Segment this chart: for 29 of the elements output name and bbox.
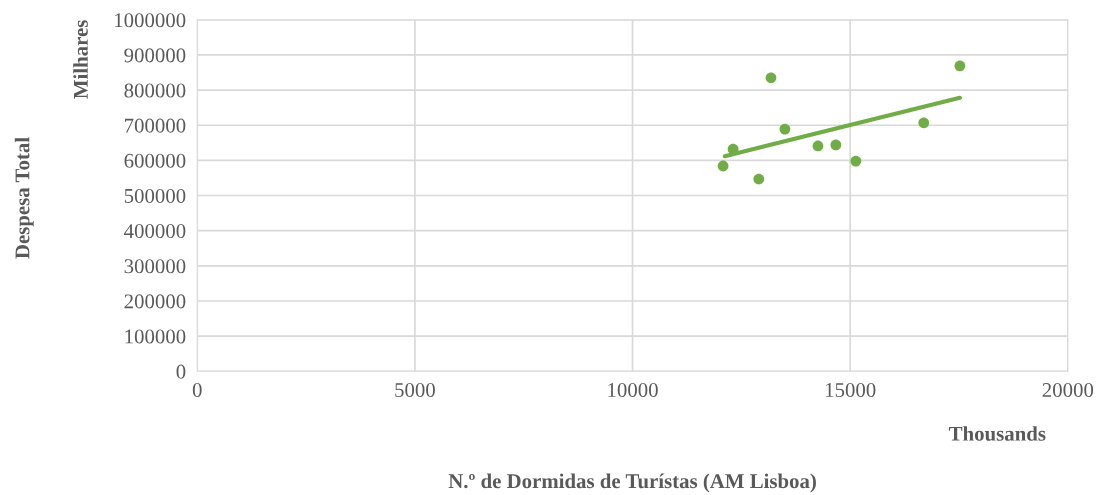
y-tick-label: 700000 [125,118,186,133]
x-tick-label: 10000 [608,382,658,398]
x-axis-title: N.º de Dormidas de Turístas (AM Lisboa) [448,473,816,493]
text: Thousands [948,426,1046,441]
y-tick-label: 800000 [124,83,186,98]
x-tick-label: 20000 [1042,382,1094,398]
point [812,140,824,152]
y-axis-title: Despesa Total [14,137,34,259]
y-tick-label: 400000 [124,224,186,239]
y-tick-label: 600000 [124,153,186,168]
point [717,160,729,172]
point [830,139,842,151]
point [753,173,765,185]
y-tick-label: 100000 [125,329,186,344]
point [918,117,930,129]
text: Milhares [73,20,88,99]
y-tick-label: 200000 [124,294,186,309]
point [850,155,862,167]
y-tick-label: 300000 [124,259,186,274]
x-tick-label: 0 [192,382,202,398]
y-tick-label: 1000000 [115,13,186,28]
point [954,60,966,72]
point [779,123,791,135]
x-tick-label: 15000 [825,382,876,398]
y-tick-label: 500000 [124,188,186,203]
x-tick-label: 5000 [395,382,435,398]
y-tick-label: 900000 [124,48,186,63]
point [765,72,777,84]
y-tick-label: 0 [176,364,186,379]
